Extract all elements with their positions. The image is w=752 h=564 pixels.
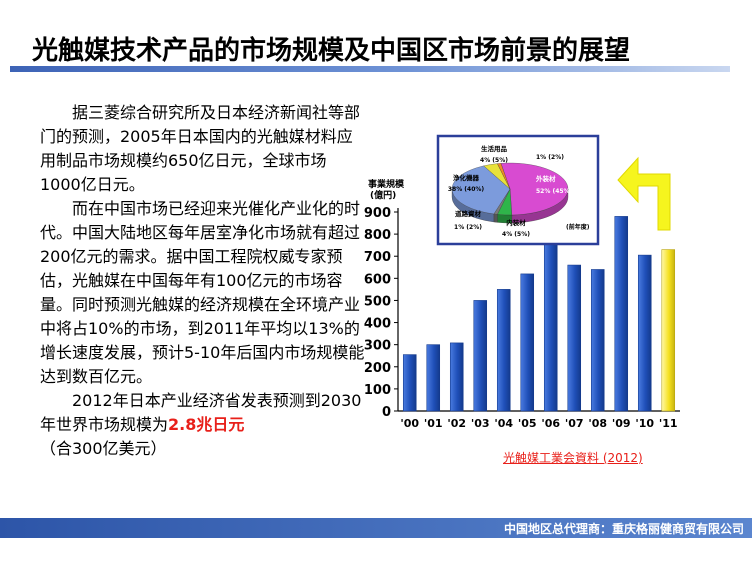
x-tick-label: '04 [494,417,513,430]
y-tick-label: 0 [382,405,391,420]
pie-slice-side [493,213,498,223]
bar [567,264,582,412]
pie-slice-name: 生活用品 [481,144,508,153]
y-tick-label: 100 [364,383,391,398]
y-tick-label: 500 [364,294,391,309]
x-tick-label: '11 [659,417,678,430]
bar [426,344,441,412]
pie-slice-value: 4% (5%) [502,231,530,238]
pie-slice-name: 浄化機器 [453,173,480,182]
y-tick-label: 600 [364,272,391,287]
pie-slice-value: 52% (45%) [536,188,573,195]
title-underline [10,66,730,72]
pie-slice-name: 道路資材 [455,209,482,218]
paragraph-3: 2012年日本产业经济省发表预测到2030年世界市场规模为2.8兆日元 （合300… [40,389,366,461]
pie-slice-value: 1% (2%) [454,224,482,231]
bar [543,242,558,412]
y-tick-label: 700 [364,250,391,265]
pie-slice-value: 38% (40%) [448,186,485,193]
y-tick-label: 900 [364,206,391,221]
arrow-icon [617,156,671,231]
x-tick-label: '06 [541,417,560,430]
x-tick-label: '09 [612,417,631,430]
bar [473,300,488,412]
body-text: 据三菱综合研究所及日本经济新闻社等部门的预测，2005年日本国内的光触媒材料应用… [40,101,366,461]
bar [661,249,676,412]
pie-note: (前年度) [566,223,590,231]
bar [637,254,652,412]
pie-slice [500,162,569,216]
footer-bar: 中国地区总代理商：重庆格丽健商贸有限公司 [0,518,752,538]
paragraph-3-suffix: （合300亿美元） [40,439,167,458]
y-tick-label: 400 [364,317,391,332]
x-tick-label: '02 [447,417,466,430]
paragraph-2: 而在中国市场已经迎来光催化产业化的时代。中国大陆地区每年居室净化市场就有超过20… [40,199,365,386]
x-tick-label: '03 [471,417,490,430]
y-tick-label: 300 [364,339,391,354]
pie-slice [497,163,511,190]
x-tick-label: '05 [518,417,537,430]
x-tick-label: '01 [424,417,443,430]
source-note: 光触媒工業会資料 (2012) [503,451,643,465]
y-axis-label: 事業規模 [368,178,405,190]
bar [590,269,605,412]
pie-slice-name: 外装材 [536,174,556,183]
paragraph-1: 据三菱综合研究所及日本经济新闻社等部门的预测，2005年日本国内的光触媒材料应用… [40,103,361,194]
footer-text: 中国地区总代理商：重庆格丽健商贸有限公司 [503,522,744,536]
pie-slice-value: 4% (5%) [480,157,508,164]
paragraph-3-prefix: 2012年日本产业经济省发表预测到2030年世界市场规模为 [40,391,362,434]
page-title: 光触媒技术产品的市场规模及中国区市场前景的展望 [32,36,631,66]
bar [449,342,464,412]
pie-slice-name: 内装材 [506,218,526,227]
x-tick-label: '07 [565,417,584,430]
y-axis-unit: (億円) [370,189,396,201]
x-tick-label: '00 [400,417,419,430]
bar [520,273,535,412]
y-tick-label: 200 [364,361,391,376]
market-size-highlight: 2.8兆日元 [168,415,245,434]
pie-slice-value: 1% (2%) [536,154,564,161]
x-tick-label: '08 [588,417,607,430]
bar [402,354,417,412]
bar [496,289,511,412]
market-bar-chart: 0 100 200 300 400 500 600 700 800 900 事業規模(億円) '00 '… [364,134,680,430]
chart-area: 0 100 200 300 400 500 600 700 800 900 事業規模 (億円) '00 '… [340,130,740,470]
y-tick-label: 800 [364,228,391,243]
x-tick-label: '10 [635,417,654,430]
pie-slice [451,165,511,215]
bar [614,216,629,412]
